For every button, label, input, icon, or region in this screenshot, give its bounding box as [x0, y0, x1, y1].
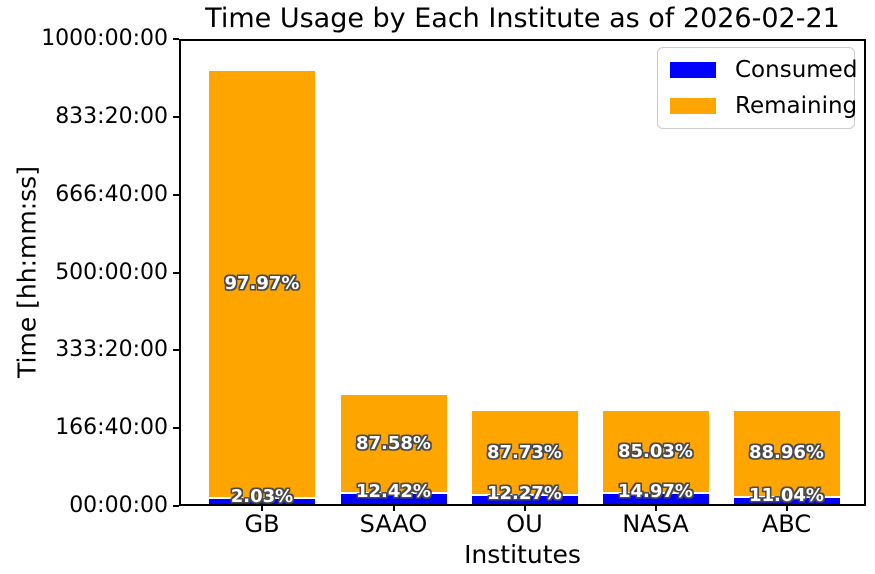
bar-segment-consumed-nasa [602, 491, 709, 506]
y-tick-mark [173, 193, 179, 196]
consumed-percent-label-saao: 12.42% [356, 481, 431, 503]
remaining-percent-label-ou: 87.73% [487, 441, 562, 463]
bar-segment-consumed-ou [471, 494, 578, 506]
y-tick-mark [173, 427, 179, 430]
y-tick-label: 166:40:00 [55, 415, 168, 441]
consumed-swatch-icon [670, 62, 716, 78]
x-tick-label-abc: ABC [761, 510, 812, 538]
x-tick-label-nasa: NASA [622, 510, 689, 538]
y-tick-label: 00:00:00 [69, 493, 168, 518]
y-tick-label: 500:00:00 [55, 259, 168, 285]
legend-label-remaining: Remaining [735, 93, 858, 119]
x-tick-mark [654, 506, 657, 511]
y-tick-mark [173, 38, 179, 40]
bar-nasa [602, 411, 709, 506]
consumed-percent-label-abc: 11.04% [749, 484, 824, 506]
legend-item-remaining: Remaining [670, 93, 857, 119]
y-tick-mark [173, 271, 179, 274]
bar-segment-remaining-ou [471, 411, 578, 495]
remaining-percent-label-nasa: 85.03% [618, 440, 693, 462]
consumed-percent-label-ou: 12.27% [487, 483, 562, 505]
x-tick-mark [523, 506, 526, 511]
remaining-percent-label-gb: 97.97% [224, 273, 300, 295]
bar-gb [209, 71, 315, 506]
y-tick-label: 333:20:00 [55, 337, 168, 363]
bar-ou [471, 411, 578, 506]
consumed-percent-label-nasa: 14.97% [618, 480, 693, 502]
bar-segment-consumed-gb [209, 497, 315, 506]
y-tick-mark [173, 505, 179, 507]
remaining-swatch-icon [670, 98, 716, 114]
chart-title: Time Usage by Each Institute as of 2026-… [205, 3, 840, 34]
x-tick-label-saao: SAAO [359, 510, 428, 538]
x-tick-mark [392, 506, 395, 511]
remaining-percent-label-abc: 88.96% [749, 442, 824, 464]
bar-segment-remaining-saao [340, 395, 447, 493]
y-tick-label: 833:20:00 [55, 103, 168, 129]
bar-segment-remaining-gb [209, 71, 315, 498]
consumed-percent-label-gb: 2.03% [230, 486, 294, 508]
legend-label-consumed: Consumed [735, 57, 858, 83]
bar-segment-consumed-abc [733, 495, 840, 506]
x-tick-label-gb: GB [244, 510, 280, 538]
bar-segment-consumed-saao [340, 492, 447, 506]
y-tick-label: 1000:00:00 [41, 26, 168, 51]
y-tick-mark [173, 115, 179, 118]
legend-item-consumed: Consumed [670, 57, 857, 83]
bar-segment-remaining-abc [733, 411, 840, 496]
y-tick-label: 666:40:00 [55, 181, 168, 207]
x-tick-mark [261, 506, 263, 511]
y-tick-mark [173, 349, 179, 352]
bar-segment-remaining-nasa [602, 411, 709, 492]
bar-saao [340, 395, 447, 506]
x-tick-label-ou: OU [506, 510, 543, 538]
legend: Consumed Remaining [657, 47, 857, 129]
x-axis-label: Institutes [464, 540, 581, 569]
plot-area: Consumed Remaining [179, 39, 866, 506]
bar-abc [733, 411, 840, 506]
remaining-percent-label-saao: 87.58% [356, 432, 431, 454]
x-tick-mark [785, 506, 788, 511]
